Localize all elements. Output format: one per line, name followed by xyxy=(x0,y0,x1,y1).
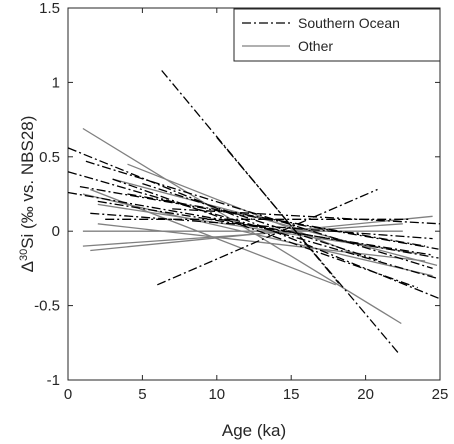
legend-box xyxy=(233,8,441,62)
y-tick-label: 0.5 xyxy=(39,149,60,166)
x-tick-label: 0 xyxy=(64,386,72,403)
y-axis-label: Δ30Si (‰ vs. NBS28) xyxy=(18,116,37,273)
y-tick-label: 1.5 xyxy=(39,0,60,17)
x-tick-label: 25 xyxy=(432,386,449,403)
series-line-other xyxy=(82,193,433,277)
series-line-southern-ocean xyxy=(157,188,378,286)
series-line-southern-ocean xyxy=(67,191,439,259)
series-line-other xyxy=(90,215,433,252)
series-line-southern-ocean xyxy=(127,193,426,247)
series-line-southern-ocean xyxy=(97,200,433,256)
y-tick-label: 0 xyxy=(52,223,60,240)
series-line-southern-ocean xyxy=(67,147,439,299)
y-tick-label: -0.5 xyxy=(34,298,60,315)
series-line-southern-ocean xyxy=(142,182,381,262)
legend-label-southern-ocean: Southern Ocean xyxy=(298,15,400,31)
series-line-southern-ocean xyxy=(90,212,433,240)
x-tick-label: 5 xyxy=(138,386,146,403)
legend: Southern Ocean Other xyxy=(233,8,441,62)
series-line-southern-ocean xyxy=(172,208,441,225)
series-line-southern-ocean xyxy=(85,160,433,270)
series-line-southern-ocean xyxy=(112,178,418,289)
y-tick-label: -1 xyxy=(47,372,60,389)
series-line-other xyxy=(127,163,366,259)
tick-layer: 0 5 10 15 20 25 -1 -0.5 0 0.5 1 1.5 xyxy=(34,0,448,403)
x-tick-label: 15 xyxy=(283,386,300,403)
y-tick-label: 1 xyxy=(52,74,60,91)
plot-area xyxy=(67,7,441,381)
series-line-southern-ocean xyxy=(79,185,439,250)
series-line-other xyxy=(97,223,426,262)
legend-label-other: Other xyxy=(298,38,333,54)
series-line-southern-ocean xyxy=(216,137,401,356)
y-axis-label-superscript: 30 xyxy=(18,249,30,261)
x-tick-label: 20 xyxy=(357,386,374,403)
x-axis-label: Age (ka) xyxy=(222,421,286,440)
series-layer xyxy=(67,70,441,356)
x-tick-label: 10 xyxy=(208,386,225,403)
